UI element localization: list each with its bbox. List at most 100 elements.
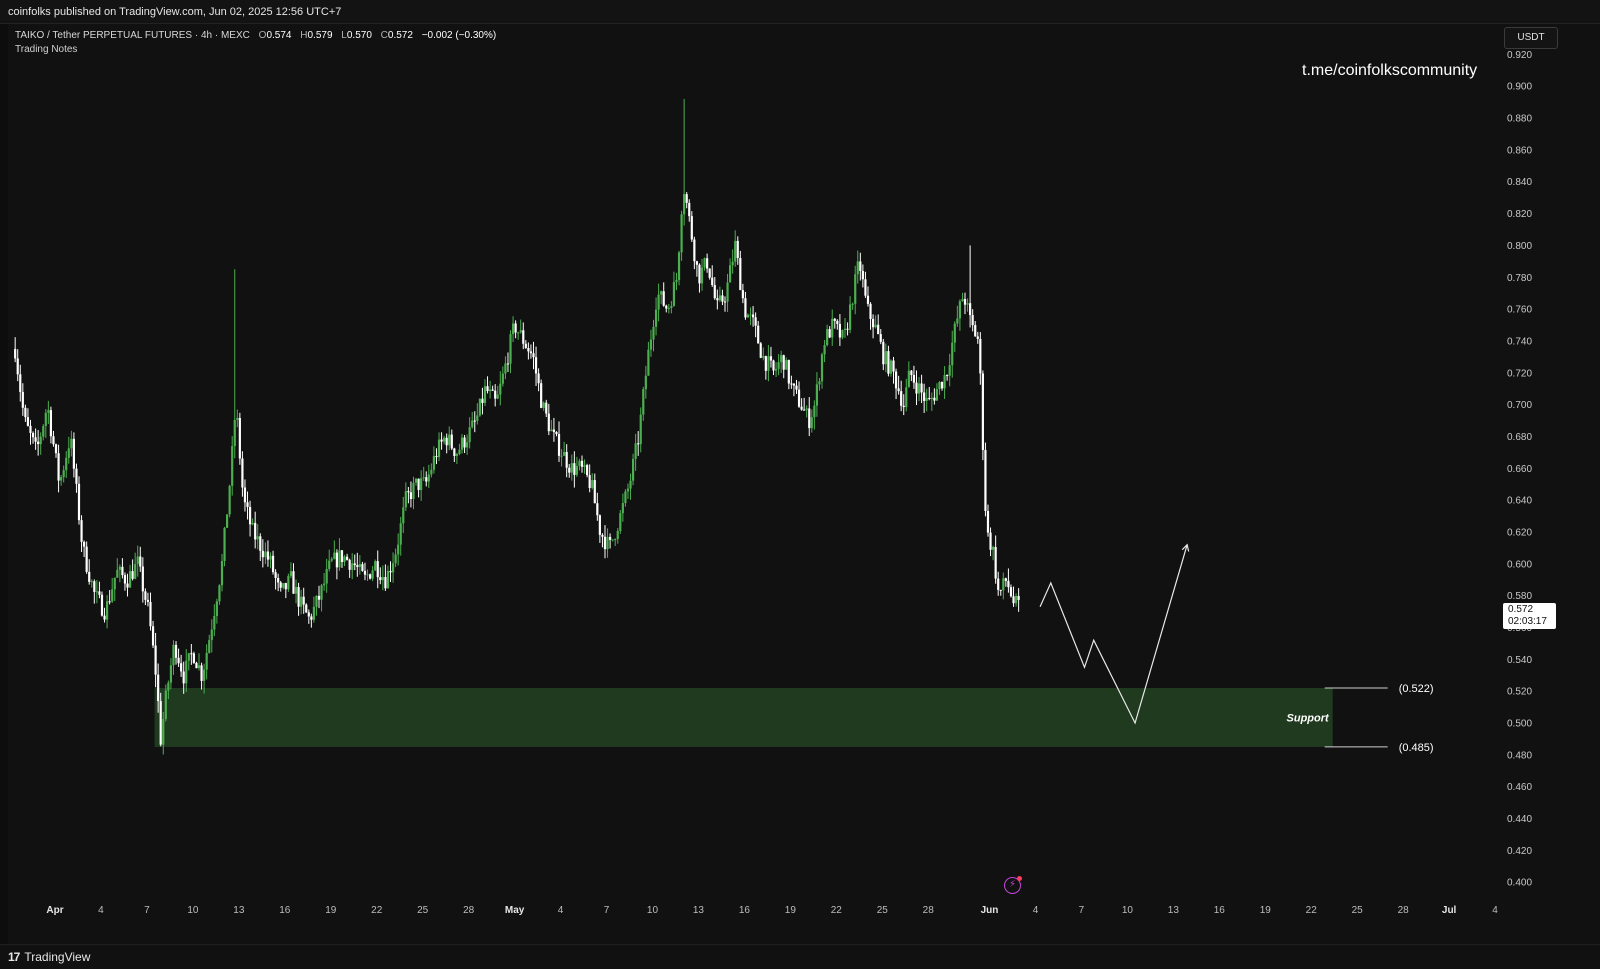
- candle: [407, 487, 410, 504]
- candle-body: [762, 356, 765, 358]
- currency-selector[interactable]: USDT: [1504, 27, 1558, 49]
- candle: [256, 524, 259, 550]
- candle: [330, 556, 333, 563]
- candle: [759, 342, 762, 359]
- candle: [639, 407, 642, 453]
- candle-body: [660, 291, 663, 295]
- candle-body: [583, 465, 586, 467]
- price-axis: 0.400 0.420 0.440 0.460 0.480 0.500 0.520 0.540…: [1507, 50, 1532, 889]
- candle: [300, 589, 303, 615]
- candle: [72, 432, 75, 478]
- candle-body: [144, 591, 147, 600]
- candle-body: [695, 261, 699, 265]
- candle-body: [608, 536, 612, 540]
- chart-frame[interactable]: [8, 24, 1600, 944]
- candle: [614, 538, 617, 547]
- candle-body: [757, 325, 760, 344]
- candle-body: [371, 570, 374, 579]
- candle-body: [1017, 596, 1020, 600]
- candle-body: [450, 434, 453, 449]
- y-tick-label: 0.800: [1507, 241, 1532, 252]
- candle-body: [1004, 578, 1007, 581]
- candle: [695, 260, 699, 277]
- candle: [80, 515, 83, 552]
- candle: [958, 299, 962, 331]
- candle-body: [601, 534, 604, 537]
- candle-body: [879, 334, 882, 342]
- candle-body: [759, 343, 762, 358]
- candle-body: [499, 383, 502, 395]
- candle: [1007, 568, 1010, 593]
- candle-body: [300, 596, 303, 607]
- candle: [233, 269, 236, 459]
- candle: [764, 355, 767, 380]
- candle: [42, 424, 45, 441]
- candle-body: [14, 348, 17, 359]
- candle-body: [514, 323, 517, 333]
- projection-arrowhead: [1181, 543, 1190, 552]
- candle-body: [690, 216, 693, 240]
- candle: [351, 553, 354, 580]
- candle: [631, 453, 635, 486]
- candle-body: [397, 544, 400, 555]
- candle-body: [591, 480, 594, 488]
- candle: [519, 319, 522, 334]
- y-tick-label: 0.480: [1507, 750, 1532, 761]
- candle: [803, 397, 806, 411]
- candle: [504, 356, 507, 380]
- candle-body: [83, 541, 86, 547]
- candle-body: [271, 555, 275, 573]
- candle-body: [70, 438, 73, 449]
- candle-body: [869, 303, 872, 319]
- y-tick-label: 0.820: [1507, 209, 1532, 220]
- candle: [379, 567, 382, 585]
- candle: [869, 302, 872, 330]
- candle: [57, 444, 60, 493]
- candle: [573, 451, 576, 488]
- candle: [984, 442, 987, 517]
- candle: [736, 236, 739, 265]
- candle-body: [236, 417, 239, 420]
- candle: [496, 385, 499, 400]
- candle-body: [884, 351, 887, 365]
- x-tick-label: 4: [1492, 905, 1498, 916]
- candle: [343, 554, 346, 567]
- candle: [399, 516, 402, 556]
- candle-body: [940, 382, 944, 389]
- candle-body: [261, 550, 264, 558]
- candle-body: [639, 414, 642, 445]
- candle-body: [619, 513, 622, 531]
- candle-body: [746, 314, 750, 318]
- candle-body: [925, 398, 928, 401]
- candle: [356, 552, 359, 577]
- candle-body: [80, 520, 83, 542]
- candle: [274, 569, 277, 590]
- candle: [266, 540, 270, 567]
- candle: [47, 400, 50, 424]
- candle-body: [534, 357, 538, 374]
- x-tick-label: 10: [647, 905, 659, 916]
- candle-body: [427, 474, 430, 482]
- candle: [545, 399, 548, 418]
- candle: [83, 540, 86, 558]
- candle: [248, 500, 252, 537]
- candle: [634, 433, 637, 471]
- candle-body: [961, 299, 964, 302]
- candle-body: [568, 467, 571, 473]
- candle: [808, 397, 811, 437]
- candle-body: [527, 347, 530, 352]
- lightning-icon[interactable]: ⚡: [1004, 876, 1022, 894]
- candle-body: [67, 448, 70, 458]
- candle-body: [808, 408, 811, 429]
- candle-body: [471, 420, 474, 428]
- candle-body: [680, 214, 683, 253]
- tradingview-logo[interactable]: 17 TradingView: [8, 950, 90, 964]
- change-value: −0.002 (−0.30%): [421, 30, 497, 41]
- candle-body: [754, 317, 757, 326]
- candle-body: [938, 382, 941, 390]
- candle-body: [356, 565, 359, 567]
- candle: [440, 432, 443, 450]
- candle: [550, 419, 553, 432]
- candle: [792, 383, 796, 397]
